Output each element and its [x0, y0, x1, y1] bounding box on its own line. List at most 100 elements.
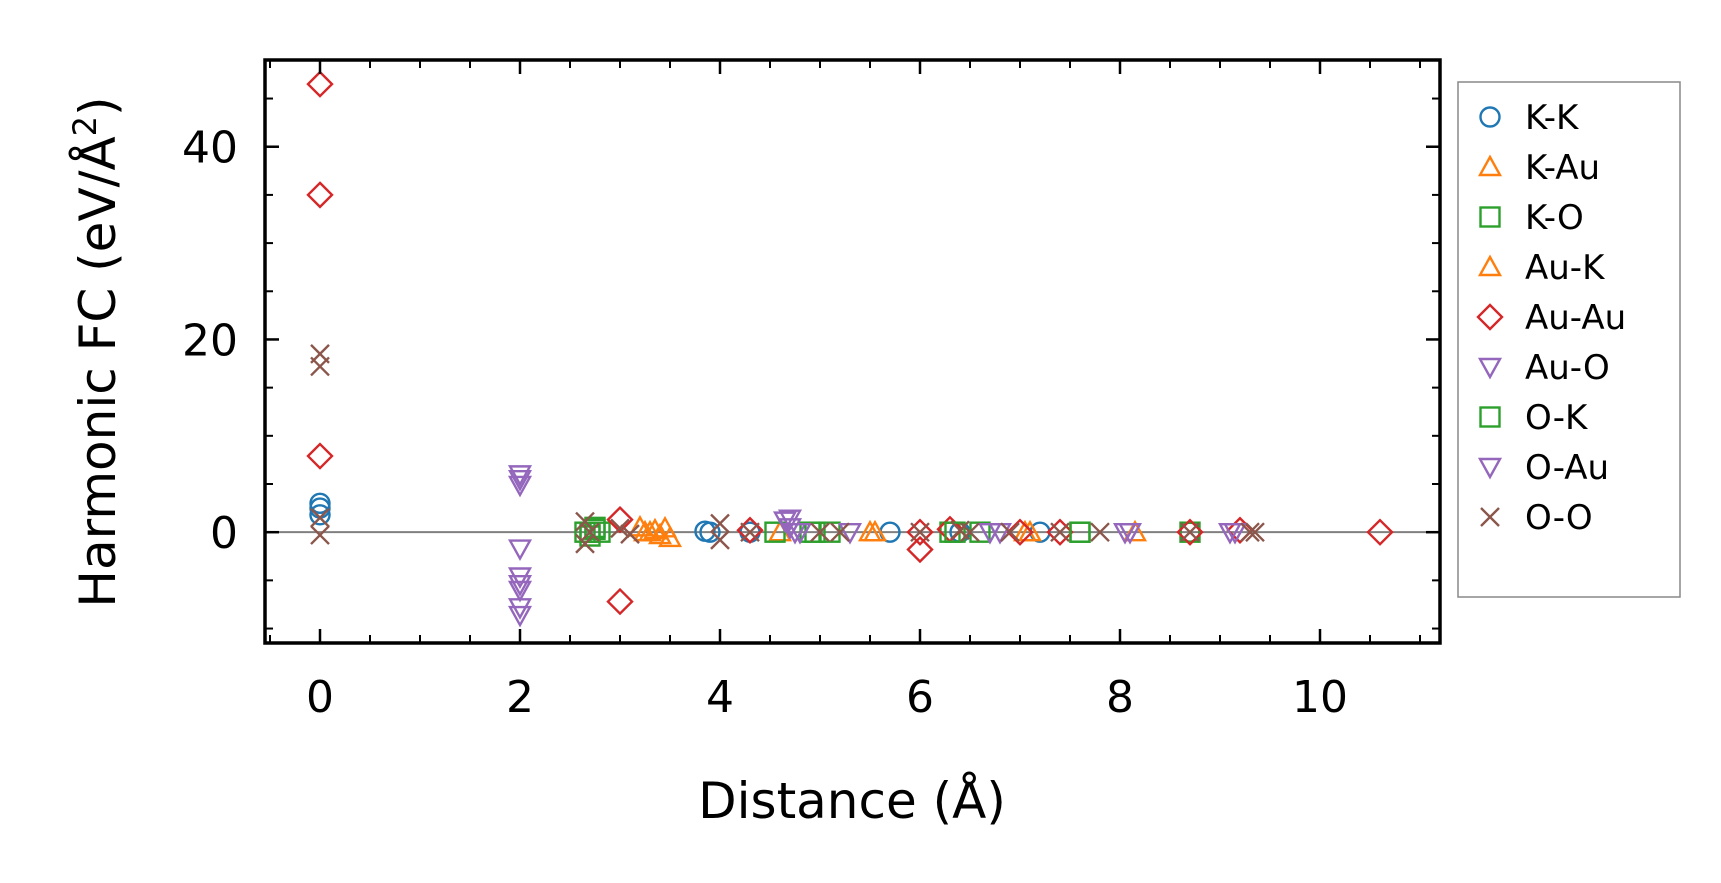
x-marker-stroke	[910, 522, 930, 543]
y-axis-title-main: Harmonic FC (eV/Å	[69, 136, 127, 607]
data-point	[777, 509, 803, 532]
x-tick-label: 8	[1106, 672, 1134, 723]
legend-item: O-O	[1480, 498, 1593, 538]
data-point	[620, 524, 640, 544]
legend-item: O-Au	[1477, 448, 1609, 488]
x-marker-stroke	[580, 522, 600, 543]
x-tick-label: 2	[506, 672, 534, 723]
x-axis-title: Distance (Å)	[698, 772, 1006, 830]
data-point	[610, 518, 630, 539]
x-marker-stroke	[575, 511, 595, 532]
y-axis-title: Harmonic FC (eV/Å2)	[66, 96, 127, 607]
data-point	[960, 522, 980, 543]
legend-item: K-O	[1479, 198, 1584, 238]
data-point	[1046, 518, 1074, 546]
y-axis-title-superscript: 2	[66, 116, 104, 136]
x-marker-stroke	[310, 356, 330, 377]
legend-label: K-O	[1525, 198, 1584, 238]
data-point	[777, 518, 803, 540]
data-point	[1222, 522, 1248, 545]
data-point	[1245, 522, 1265, 543]
data-point	[1000, 522, 1020, 543]
x-tick-label: 10	[1292, 672, 1348, 723]
data-point	[906, 535, 934, 564]
data-point	[575, 511, 595, 532]
data-point	[944, 521, 966, 543]
legend-label: K-K	[1525, 98, 1580, 138]
legend-marker	[1476, 303, 1504, 331]
data-point	[309, 504, 331, 526]
plot-frame	[263, 58, 1442, 645]
y-tick-label: 0	[210, 508, 238, 559]
y-axis-title-close: )	[69, 96, 127, 116]
data-point	[710, 530, 730, 550]
legend-item: O-K	[1479, 398, 1589, 438]
data-point	[857, 519, 883, 542]
data-point	[1180, 522, 1200, 543]
data-point	[657, 525, 683, 548]
data-point	[787, 522, 813, 545]
data-point	[810, 522, 830, 543]
x-marker-stroke	[575, 533, 595, 554]
data-point	[310, 507, 330, 528]
legend-marker	[1479, 406, 1501, 428]
legend-label: O-K	[1525, 398, 1589, 438]
x-marker-stroke	[830, 522, 850, 543]
data-point	[1017, 519, 1043, 542]
data-point	[1006, 518, 1034, 546]
legend-item: K-Au	[1477, 148, 1600, 188]
legend-marker	[1477, 357, 1503, 380]
data-point	[310, 525, 330, 545]
x-tick-label: 6	[906, 672, 934, 723]
data-point	[575, 533, 595, 554]
legend-label: Au-O	[1525, 348, 1610, 388]
data-point	[606, 587, 634, 616]
data-point	[507, 465, 533, 487]
data-point	[1240, 522, 1260, 543]
x-marker-stroke	[1180, 522, 1200, 543]
legend-marker	[1477, 254, 1503, 277]
data-point	[507, 539, 533, 562]
data-point	[579, 521, 601, 543]
legend-label: O-Au	[1525, 448, 1609, 488]
data-point	[1117, 522, 1143, 545]
data-point	[306, 442, 334, 470]
data-point	[1176, 518, 1204, 546]
x-marker-stroke	[1240, 522, 1260, 543]
x-marker-stroke	[620, 524, 640, 544]
data-point	[977, 522, 1003, 545]
y-tick-label: 40	[182, 123, 238, 174]
data-point	[710, 513, 730, 534]
x-marker-stroke	[1000, 522, 1020, 543]
legend-label: K-Au	[1525, 148, 1600, 188]
data-point	[507, 605, 533, 628]
series-o-au	[507, 469, 1248, 603]
data-point	[1366, 518, 1394, 546]
data-point	[627, 514, 653, 537]
legend-items: K-K K-Au K-O Au-K Au-Au Au-O O-K O-Au O-O	[1476, 98, 1626, 538]
y-tick-label: 20	[182, 315, 238, 366]
x-marker-stroke	[810, 522, 830, 543]
series-au-k	[632, 517, 1043, 548]
data-point	[1179, 521, 1201, 543]
data-point	[910, 522, 930, 543]
data-point	[906, 518, 934, 546]
x-marker-stroke	[1090, 522, 1110, 543]
data-point	[1050, 522, 1070, 543]
data-point	[507, 580, 533, 603]
data-point	[830, 522, 850, 543]
data-point	[642, 517, 668, 540]
x-marker-stroke	[1050, 522, 1070, 543]
legend-marker	[1477, 457, 1503, 480]
legend-marker	[1479, 106, 1501, 128]
legend-item: Au-K	[1477, 248, 1606, 288]
data-point	[1069, 521, 1091, 543]
data-point	[1090, 522, 1110, 543]
series-au-au	[306, 70, 1394, 616]
legend-label: Au-K	[1525, 248, 1606, 288]
legend-label: O-O	[1525, 498, 1593, 538]
data-point	[306, 70, 334, 98]
data-point	[837, 522, 863, 545]
data-points-layer	[306, 70, 1394, 628]
